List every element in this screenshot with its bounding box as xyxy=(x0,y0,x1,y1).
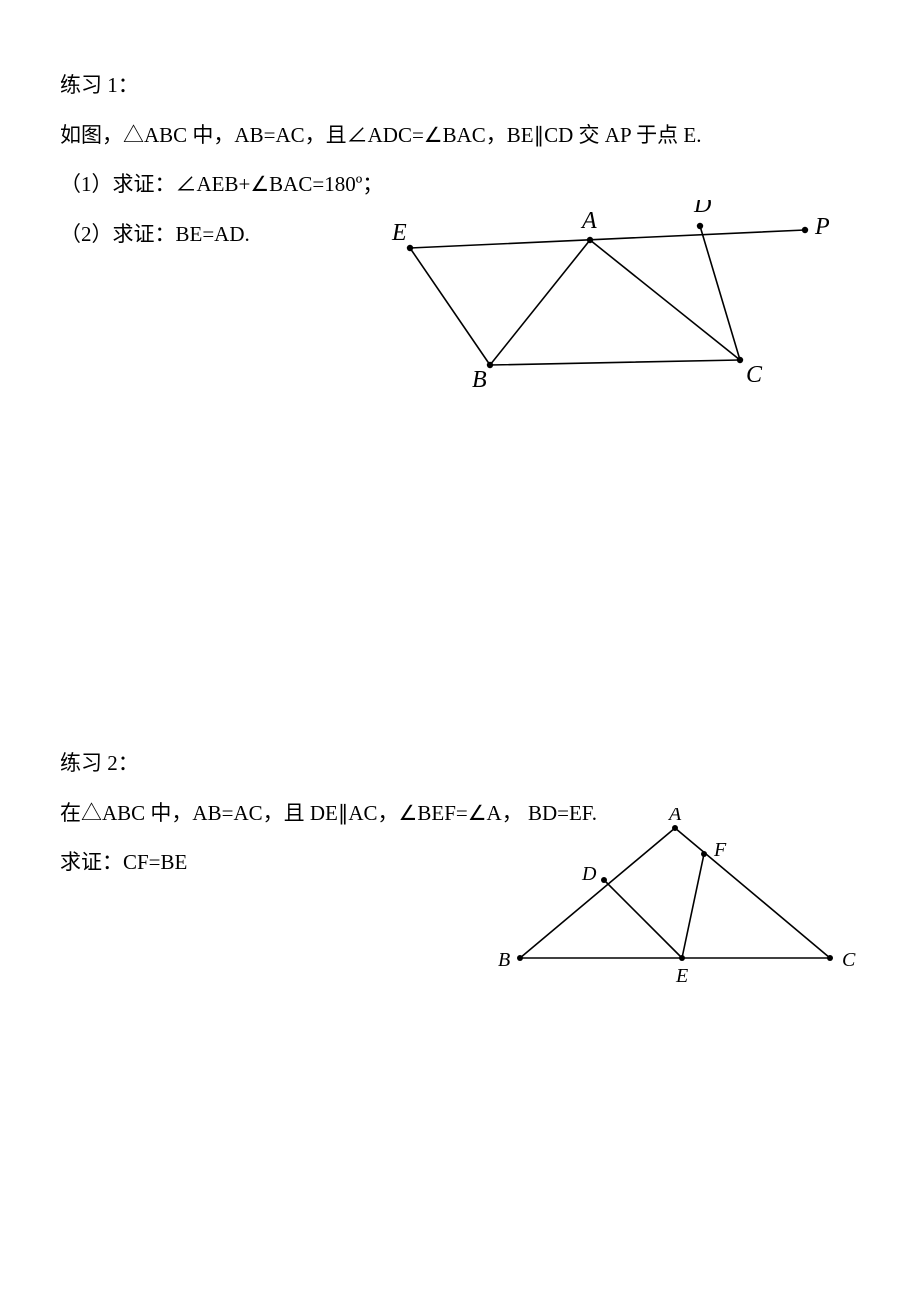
point-label-A: A xyxy=(580,208,597,234)
point-label-E: E xyxy=(391,220,407,246)
ex1-figure: E A D P B C xyxy=(380,200,840,420)
point-label-P: P xyxy=(814,214,830,240)
point-label-D: D xyxy=(581,863,597,885)
ex2-figure: A F D B E C xyxy=(490,808,870,1008)
point-label-E: E xyxy=(675,965,688,987)
ex1-heading: 练习 1： xyxy=(60,70,860,102)
ex1-line2: （1）求证：∠AEB+∠BAC=180º； xyxy=(60,169,860,201)
point-label-C: C xyxy=(746,362,763,388)
point-label-A: A xyxy=(667,808,682,825)
point-label-C: C xyxy=(842,949,856,971)
ex2-heading: 练习 2： xyxy=(60,748,860,780)
ex1-line1: 如图，△ABC 中，AB=AC，且∠ADC=∠BAC，BE∥CD 交 AP 于点… xyxy=(60,120,860,152)
point-label-D: D xyxy=(693,200,711,218)
point-label-B: B xyxy=(498,949,510,971)
point-label-F: F xyxy=(713,839,727,861)
point-label-B: B xyxy=(472,367,487,393)
